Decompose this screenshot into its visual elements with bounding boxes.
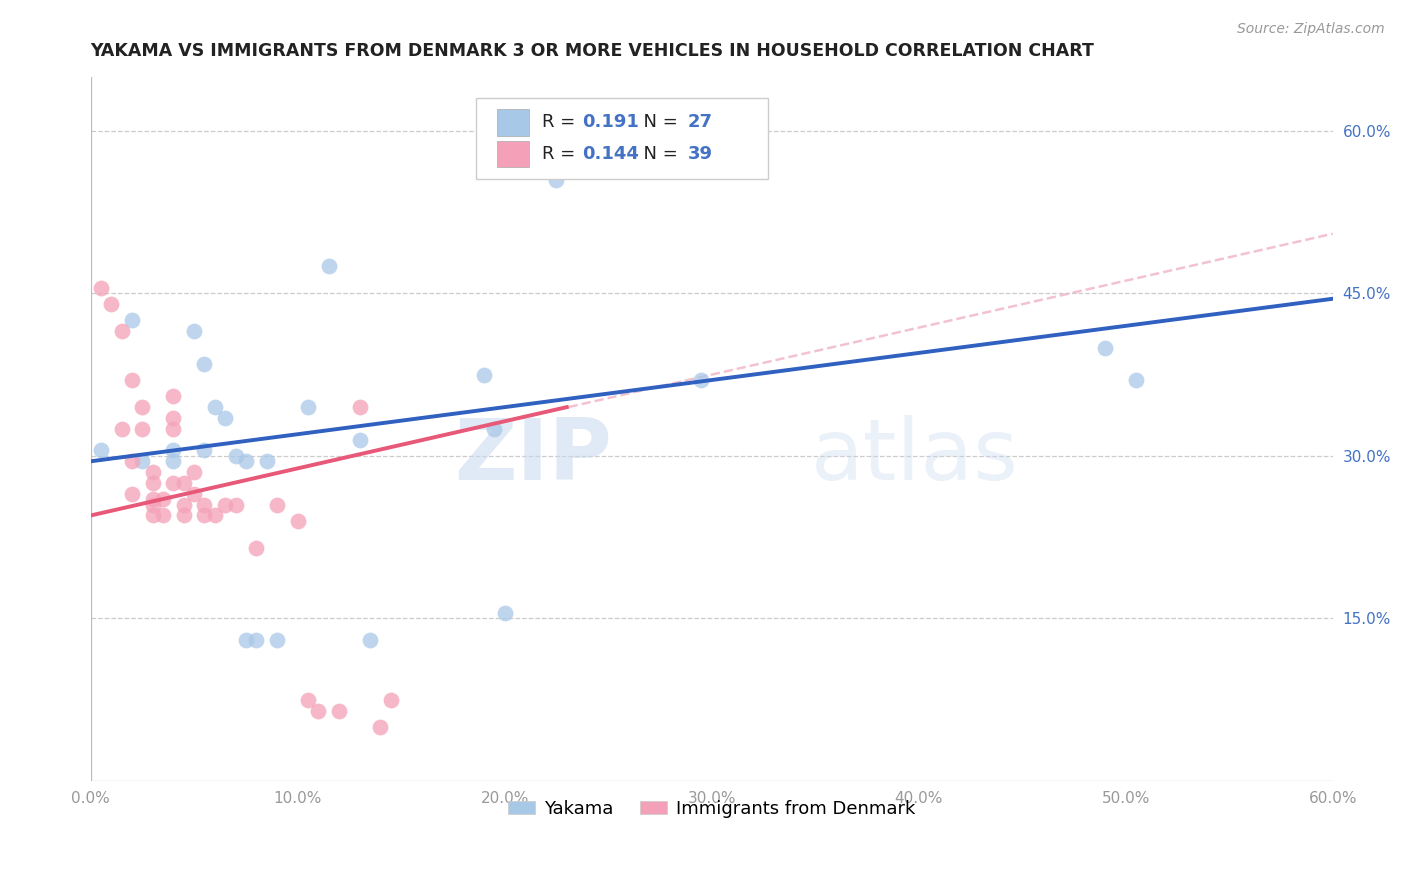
Point xyxy=(183,487,205,501)
Point xyxy=(204,400,226,414)
Point xyxy=(266,498,288,512)
FancyBboxPatch shape xyxy=(496,141,529,168)
Point xyxy=(193,508,215,523)
Text: 0.144: 0.144 xyxy=(582,145,640,163)
Text: 39: 39 xyxy=(688,145,713,163)
FancyBboxPatch shape xyxy=(496,109,529,136)
Point xyxy=(121,313,143,327)
Point xyxy=(111,324,134,338)
Point xyxy=(173,508,195,523)
Legend: Yakama, Immigrants from Denmark: Yakama, Immigrants from Denmark xyxy=(501,792,922,825)
Point xyxy=(328,704,350,718)
Point xyxy=(225,498,247,512)
Point xyxy=(318,259,340,273)
Point xyxy=(235,633,257,648)
Text: R =: R = xyxy=(541,145,581,163)
Point xyxy=(100,297,122,311)
Point xyxy=(90,443,112,458)
Text: N =: N = xyxy=(633,113,683,131)
Point xyxy=(193,357,215,371)
Point xyxy=(256,454,278,468)
Point xyxy=(121,373,143,387)
Point xyxy=(380,692,402,706)
Point xyxy=(349,400,371,414)
Point xyxy=(162,389,184,403)
Text: 27: 27 xyxy=(688,113,713,131)
Point xyxy=(193,443,215,458)
FancyBboxPatch shape xyxy=(475,98,768,178)
Point xyxy=(152,508,174,523)
Point xyxy=(546,172,568,186)
Text: atlas: atlas xyxy=(811,416,1019,499)
Point xyxy=(90,281,112,295)
Text: ZIP: ZIP xyxy=(454,416,613,499)
Point xyxy=(494,606,516,620)
Point xyxy=(142,492,165,507)
Point xyxy=(183,324,205,338)
Point xyxy=(472,368,495,382)
Point xyxy=(142,475,165,490)
Point xyxy=(235,454,257,468)
Point xyxy=(245,541,267,555)
Text: YAKAMA VS IMMIGRANTS FROM DENMARK 3 OR MORE VEHICLES IN HOUSEHOLD CORRELATION CH: YAKAMA VS IMMIGRANTS FROM DENMARK 3 OR M… xyxy=(90,42,1094,60)
Point xyxy=(307,704,329,718)
Point xyxy=(162,443,184,458)
Point xyxy=(162,411,184,425)
Point xyxy=(173,475,195,490)
Point xyxy=(225,449,247,463)
Point xyxy=(152,492,174,507)
Point xyxy=(204,508,226,523)
Point xyxy=(690,373,713,387)
Text: N =: N = xyxy=(633,145,683,163)
Point xyxy=(142,508,165,523)
Point xyxy=(1125,373,1147,387)
Point xyxy=(111,422,134,436)
Point xyxy=(162,422,184,436)
Point xyxy=(266,633,288,648)
Point xyxy=(142,465,165,479)
Point xyxy=(297,692,319,706)
Text: Source: ZipAtlas.com: Source: ZipAtlas.com xyxy=(1237,22,1385,37)
Point xyxy=(121,454,143,468)
Point xyxy=(131,454,153,468)
Point xyxy=(245,633,267,648)
Point xyxy=(370,720,392,734)
Point xyxy=(173,498,195,512)
Point xyxy=(297,400,319,414)
Text: R =: R = xyxy=(541,113,581,131)
Text: 0.191: 0.191 xyxy=(582,113,640,131)
Point xyxy=(1094,341,1116,355)
Point xyxy=(214,498,236,512)
Point xyxy=(484,422,506,436)
Point xyxy=(162,454,184,468)
Point xyxy=(193,498,215,512)
Point xyxy=(142,498,165,512)
Point xyxy=(214,411,236,425)
Point xyxy=(121,487,143,501)
Point xyxy=(287,514,309,528)
Point xyxy=(162,475,184,490)
Point xyxy=(131,422,153,436)
Point xyxy=(131,400,153,414)
Point xyxy=(183,465,205,479)
Point xyxy=(349,433,371,447)
Point xyxy=(359,633,381,648)
